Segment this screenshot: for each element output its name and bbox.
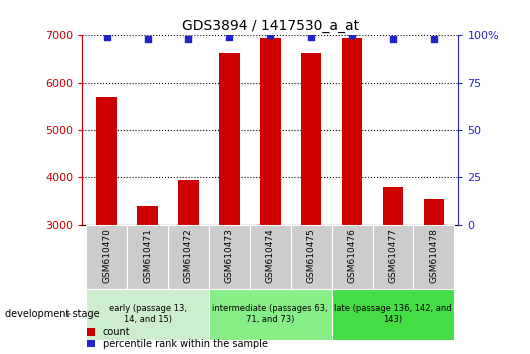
Point [266, 33, 275, 38]
Text: GSM610478: GSM610478 [429, 228, 438, 283]
Point [307, 34, 315, 40]
Text: GSM610476: GSM610476 [348, 228, 357, 283]
Text: intermediate (passages 63,
71, and 73): intermediate (passages 63, 71, and 73) [213, 304, 328, 324]
Bar [96, 97, 117, 225]
Bar [373, 225, 413, 289]
Point [430, 36, 438, 42]
Legend: count, percentile rank within the sample: count, percentile rank within the sample [87, 327, 268, 349]
Bar [137, 206, 158, 225]
Bar [383, 187, 403, 225]
Bar [250, 225, 291, 289]
Text: GSM610474: GSM610474 [266, 228, 275, 283]
Text: GSM610470: GSM610470 [102, 228, 111, 283]
Bar [413, 225, 454, 289]
Bar [342, 38, 363, 225]
Text: GSM610472: GSM610472 [184, 228, 193, 283]
Text: GSM610475: GSM610475 [307, 228, 316, 283]
Text: GSM610471: GSM610471 [143, 228, 152, 283]
Bar [168, 225, 209, 289]
Bar [332, 225, 373, 289]
Text: GSM610473: GSM610473 [225, 228, 234, 283]
Text: GSM610477: GSM610477 [388, 228, 398, 283]
Bar [301, 53, 321, 225]
Bar [291, 225, 332, 289]
Bar [86, 289, 209, 340]
Point [389, 36, 398, 42]
Bar [178, 180, 199, 225]
Title: GDS3894 / 1417530_a_at: GDS3894 / 1417530_a_at [182, 19, 359, 33]
Bar [209, 289, 332, 340]
Bar [423, 199, 444, 225]
Bar [209, 225, 250, 289]
Point [348, 33, 356, 38]
Text: late (passage 136, 142, and
143): late (passage 136, 142, and 143) [334, 304, 452, 324]
Bar [127, 225, 168, 289]
Text: early (passage 13,
14, and 15): early (passage 13, 14, and 15) [109, 304, 187, 324]
Bar [86, 225, 127, 289]
Bar [260, 38, 280, 225]
Point [143, 36, 152, 42]
Point [102, 34, 111, 40]
Point [184, 36, 193, 42]
Text: development stage: development stage [5, 309, 100, 319]
Bar [219, 53, 240, 225]
Point [225, 34, 234, 40]
Bar [332, 289, 454, 340]
